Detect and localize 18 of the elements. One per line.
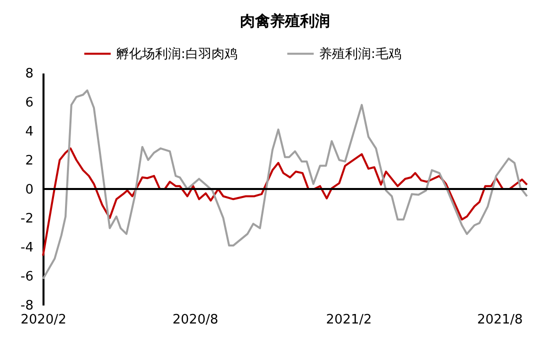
- line-series: [42, 89, 528, 280]
- x-tick-label: 2021/8: [477, 312, 523, 328]
- chart-title: 肉禽养殖利润: [240, 12, 330, 30]
- y-tick-label: 4: [25, 124, 34, 140]
- line-series: [42, 147, 528, 257]
- y-tick-label: -2: [20, 212, 34, 226]
- y-tick-label: 0: [25, 182, 34, 198]
- y-tick-label: 8: [25, 66, 34, 82]
- x-tick-label: 2020/2: [20, 312, 66, 328]
- y-tick-label: 2: [25, 154, 34, 168]
- x-tick-label: 2021/2: [326, 312, 372, 328]
- y-tick-label: -6: [20, 270, 34, 284]
- legend-label: 养殖利润:毛鸡: [319, 46, 402, 62]
- y-tick-label: -4: [20, 240, 34, 256]
- y-tick-label: 6: [25, 96, 34, 110]
- legend-label: 孵化场利润:白羽肉鸡: [116, 46, 238, 62]
- x-tick-label: 2020/8: [172, 312, 218, 328]
- y-tick-label: -8: [20, 298, 34, 314]
